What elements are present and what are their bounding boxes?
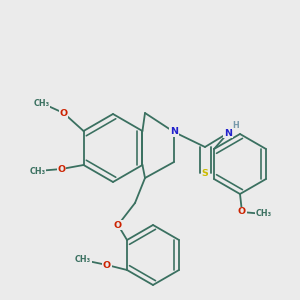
Text: O: O xyxy=(58,164,66,173)
Text: CH₃: CH₃ xyxy=(75,256,91,265)
Text: S: S xyxy=(202,169,208,178)
Text: N: N xyxy=(224,128,232,137)
Text: N: N xyxy=(170,128,178,136)
Text: O: O xyxy=(103,260,111,269)
Text: CH₃: CH₃ xyxy=(34,98,50,107)
Text: CH₃: CH₃ xyxy=(29,167,46,176)
Text: O: O xyxy=(114,220,122,230)
Text: H: H xyxy=(232,121,239,130)
Text: O: O xyxy=(238,208,246,217)
Text: O: O xyxy=(59,109,68,118)
Text: CH₃: CH₃ xyxy=(256,209,272,218)
